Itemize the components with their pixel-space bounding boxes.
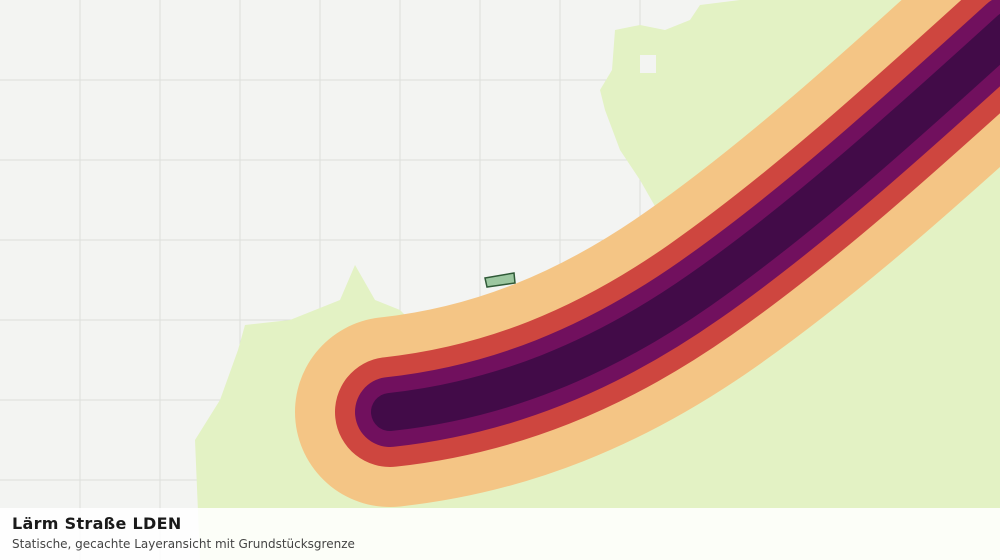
layer-title: Lärm Straße LDEN: [12, 514, 182, 533]
parcel-boundary: [484, 272, 516, 288]
layer-subtitle: Statische, gecachte Layeransicht mit Gru…: [12, 537, 355, 551]
noise-bands: [295, 0, 1000, 507]
caption-bar: Lärm Straße LDEN Statische, gecachte Lay…: [0, 508, 1000, 560]
